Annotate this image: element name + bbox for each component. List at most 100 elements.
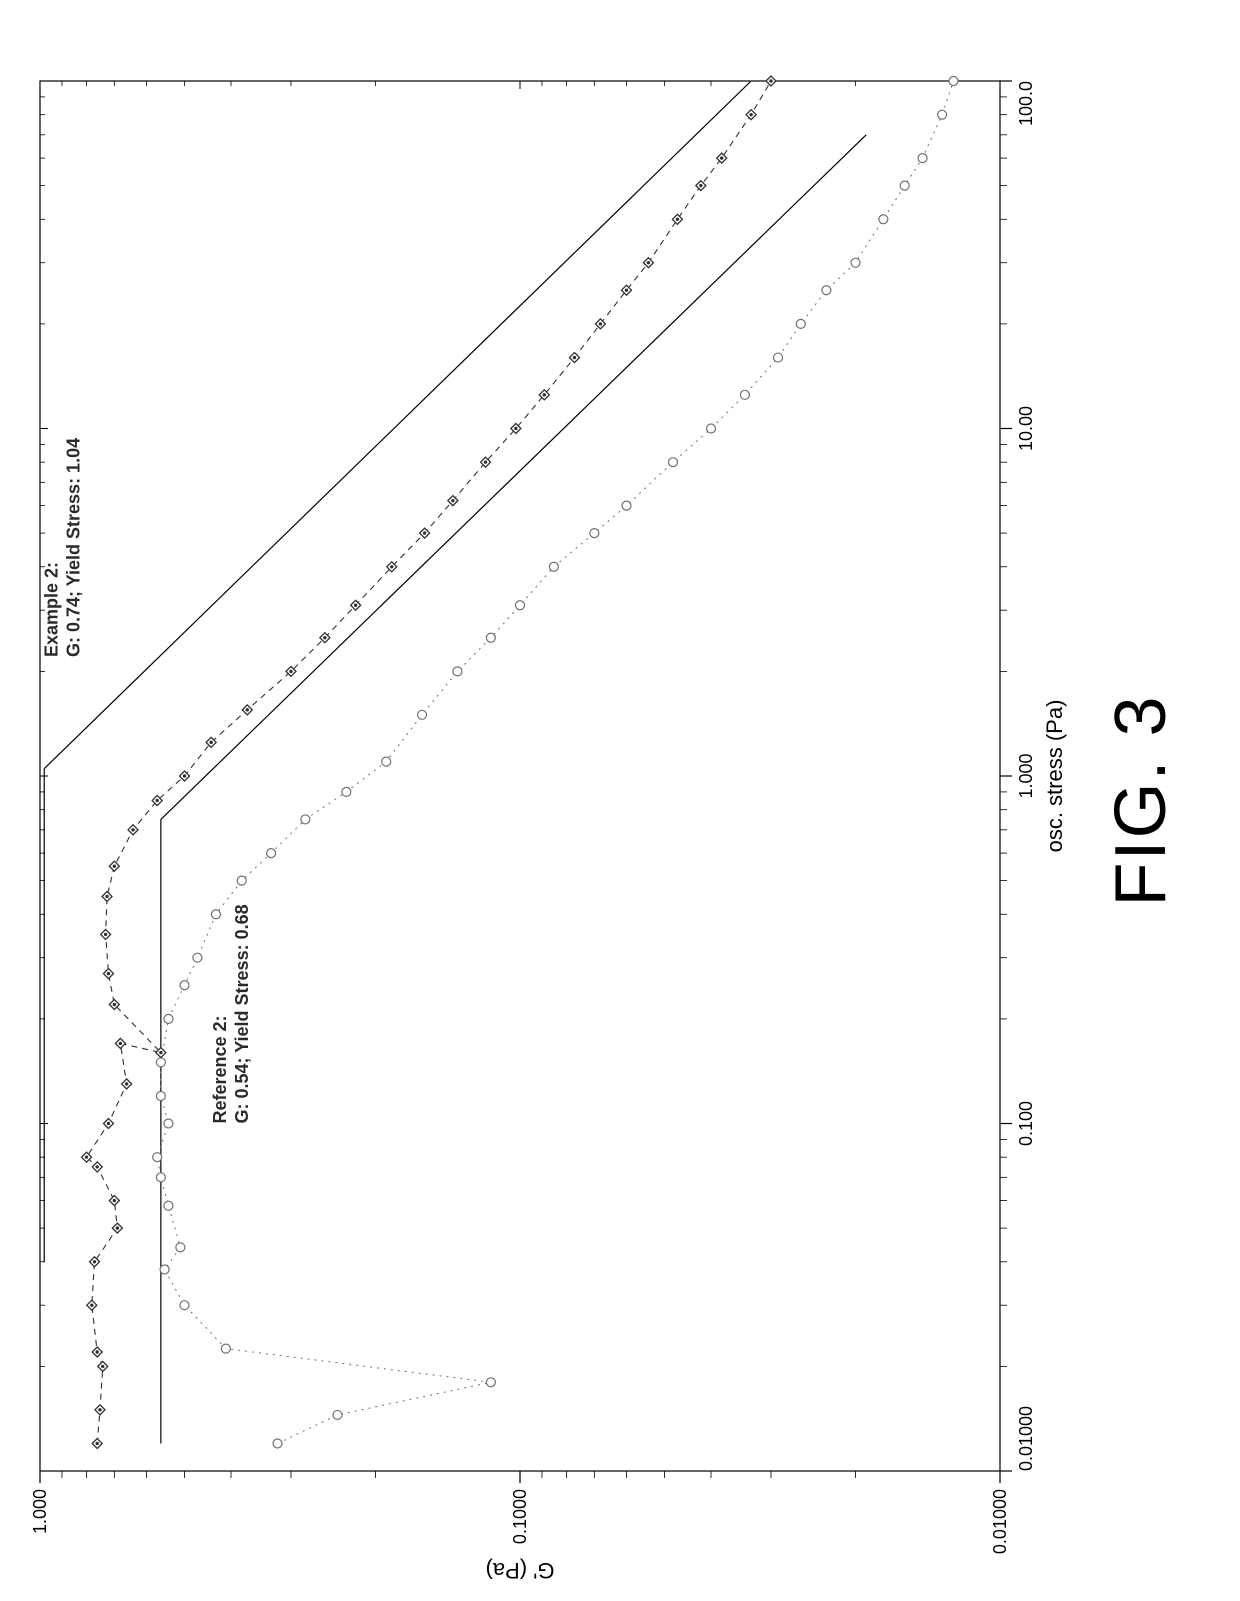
figure-container: 0.01000 0.100 1.000 10.00 100.0 osc. stress (… [0, 0, 1240, 1601]
series-marker-dot [769, 79, 772, 82]
series-marker-circle [796, 319, 805, 328]
series-marker-dot [113, 1199, 116, 1202]
series-marker-dot [98, 1408, 101, 1411]
series-marker-circle [193, 953, 202, 962]
series-marker-circle [180, 1301, 189, 1310]
series-marker-circle [879, 215, 888, 224]
series-marker-circle [333, 1410, 342, 1419]
series-marker-dot [289, 670, 292, 673]
series-marker-circle [342, 787, 351, 796]
example-label: G: 0.74; Yield Stress: 1.04 [63, 438, 83, 657]
series-marker-dot [625, 289, 628, 292]
series-marker-circle [938, 110, 947, 119]
series-marker-circle [900, 181, 909, 190]
series-marker-dot [125, 1082, 128, 1085]
y-tick-label: 0.01000 [990, 1489, 1010, 1554]
series-marker-circle [453, 667, 462, 676]
series-marker-dot [85, 1155, 88, 1158]
series-marker-dot [107, 972, 110, 975]
series-marker-circle [949, 77, 958, 86]
series-marker-dot [105, 895, 108, 898]
series-marker-circle [176, 1243, 185, 1252]
series-marker-dot [647, 261, 650, 264]
series-marker-circle [418, 710, 427, 719]
series-marker-dot [354, 604, 357, 607]
y-axis-title: G' (Pa) [486, 1558, 555, 1583]
figure-caption: FIG. 3 [1100, 0, 1182, 1601]
series-marker-circle [301, 815, 310, 824]
series-marker-circle [164, 1201, 173, 1210]
series-marker-circle [164, 1119, 173, 1128]
series-marker-dot [90, 1304, 93, 1307]
series-marker-circle [156, 1173, 165, 1182]
series-marker-circle [622, 501, 631, 510]
series-marker-dot [423, 531, 426, 534]
example-label: Example 2: [41, 562, 61, 657]
series-marker-circle [516, 601, 525, 610]
y-tick-label: 0.1000 [510, 1489, 530, 1544]
series-marker-dot [720, 156, 723, 159]
x-tick-label: 100.0 [1016, 81, 1036, 126]
x-tick-label: 1.000 [1016, 753, 1036, 798]
series-marker-dot [183, 774, 186, 777]
series-marker-circle [549, 562, 558, 571]
series-marker-dot [93, 1260, 96, 1263]
x-tick-label: 0.01000 [1016, 1406, 1036, 1471]
series-marker-dot [699, 184, 702, 187]
series-marker-dot [599, 322, 602, 325]
series-marker-dot [116, 1226, 119, 1229]
series-marker-circle [918, 154, 927, 163]
series-marker-circle [822, 286, 831, 295]
series-marker-circle [669, 458, 678, 467]
series-marker-dot [390, 565, 393, 568]
series-marker-circle [774, 353, 783, 362]
series-marker-dot [96, 1165, 99, 1168]
loglog-chart: 0.01000 0.100 1.000 10.00 100.0 osc. stress (… [0, 0, 1100, 1601]
series-marker-dot [107, 1122, 110, 1125]
series-marker-dot [749, 113, 752, 116]
series-marker-circle [273, 1439, 282, 1448]
y-tick-label: 1.000 [30, 1489, 50, 1534]
series-marker-dot [484, 460, 487, 463]
series-marker-dot [101, 1365, 104, 1368]
series-marker-dot [514, 427, 517, 430]
series-marker-circle [267, 849, 276, 858]
series-marker-circle [153, 1153, 162, 1162]
series-marker-dot [119, 1042, 122, 1045]
series-marker-circle [851, 258, 860, 267]
series-marker-dot [543, 393, 546, 396]
series-marker-dot [131, 828, 134, 831]
series-marker-dot [96, 1350, 99, 1353]
series-marker-circle [740, 390, 749, 399]
x-tick-label: 0.100 [1016, 1101, 1036, 1146]
series-marker-circle [156, 1058, 165, 1067]
series-marker-dot [573, 356, 576, 359]
series-marker-circle [164, 1014, 173, 1023]
series-marker-dot [113, 1003, 116, 1006]
series-marker-dot [104, 933, 107, 936]
x-tick-label: 10.00 [1016, 406, 1036, 451]
series-marker-circle [382, 757, 391, 766]
x-axis-title: osc. stress (Pa) [1042, 700, 1067, 853]
series-marker-dot [451, 499, 454, 502]
series-marker-dot [676, 218, 679, 221]
series-marker-circle [211, 910, 220, 919]
series-marker-dot [155, 799, 158, 802]
series-marker-dot [323, 636, 326, 639]
series-marker-dot [209, 741, 212, 744]
series-marker-circle [237, 876, 246, 885]
series-marker-dot [96, 1442, 99, 1445]
series-marker-circle [156, 1091, 165, 1100]
series-marker-dot [246, 708, 249, 711]
series-marker-circle [707, 424, 716, 433]
series-marker-dot [113, 865, 116, 868]
series-marker-circle [180, 981, 189, 990]
series-marker-circle [590, 529, 599, 538]
chart-rotated-canvas: 0.01000 0.100 1.000 10.00 100.0 osc. stress (… [0, 0, 1240, 1601]
series-marker-circle [160, 1265, 169, 1274]
reference-label: G: 0.54; Yield Stress: 0.68 [232, 904, 252, 1123]
series-marker-circle [486, 1378, 495, 1387]
series-marker-circle [221, 1344, 230, 1353]
reference-label: Reference 2: [210, 1015, 230, 1123]
series-marker-dot [159, 1051, 162, 1054]
